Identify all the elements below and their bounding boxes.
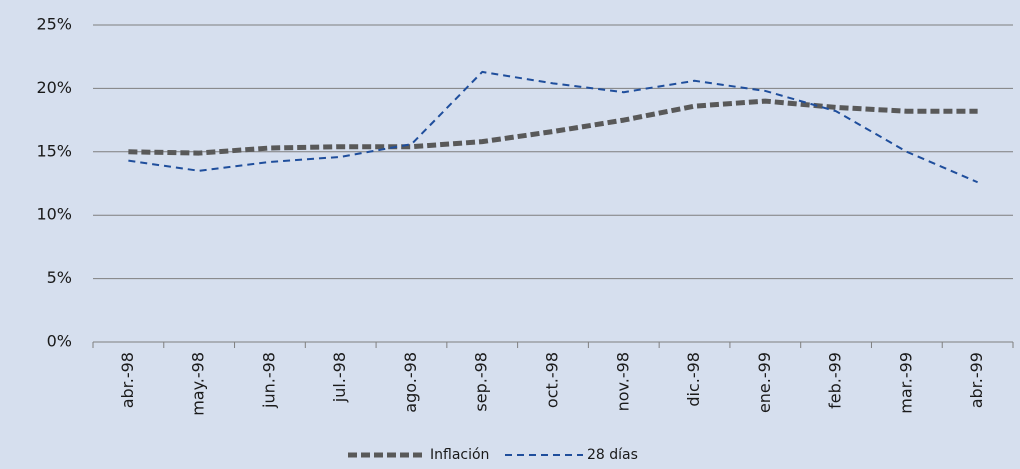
x-tick-label: ene.-99 [755,352,774,413]
x-tick-label: may.-98 [189,352,208,416]
y-tick-label: 0% [47,332,72,351]
x-tick-label: abr.-99 [967,352,986,408]
x-tick-label: oct.-98 [543,352,562,408]
y-tick-label: 15% [36,141,72,160]
y-tick-label: 20% [36,78,72,97]
y-tick-label: 5% [47,268,72,287]
y-tick-label: 10% [36,205,72,224]
x-tick-label: ago.-98 [401,352,420,413]
legend-label: Inflación [430,447,489,463]
x-tick-label: jul.-98 [330,352,349,403]
x-tick-label: dic.-98 [684,352,703,407]
x-tick-label: nov.-98 [613,352,632,411]
y-tick-label: 25% [36,15,72,34]
line [128,70,979,184]
x-tick-label: mar.-99 [896,352,915,414]
legend-label: 28 días [587,447,638,463]
x-tick-label: sep.-98 [472,352,491,412]
x-tick-label: abr.-98 [118,352,137,408]
line [128,98,978,156]
x-tick-label: jun.-98 [259,352,278,409]
x-tick-label: feb.-99 [826,352,845,409]
